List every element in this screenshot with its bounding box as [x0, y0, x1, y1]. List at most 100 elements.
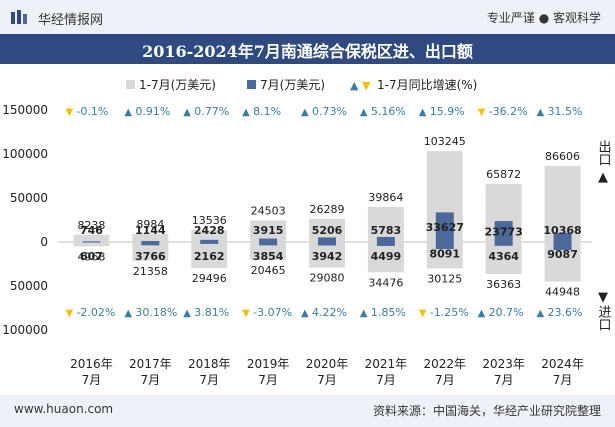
- top-bar: [0, 0, 615, 34]
- export-month-label: 2428: [194, 224, 225, 237]
- growth-up-icon: ▲: [124, 308, 132, 319]
- import-ytd-label: 21358: [133, 265, 168, 278]
- export-month-bar: [82, 241, 101, 242]
- legend-month-swatch: [247, 80, 256, 89]
- import-ytd-bar: [309, 242, 345, 268]
- import-ytd-bar: [132, 242, 169, 261]
- import-month-label: 4364: [488, 250, 519, 263]
- growth-up-icon: ▲: [419, 107, 427, 118]
- export-ytd-label: 24503: [251, 204, 286, 217]
- import-growth-label: 20.7%: [489, 306, 524, 319]
- import-growth-label: -1.25%: [430, 306, 469, 319]
- export-ytd-bar: [191, 230, 228, 242]
- import-month-bar: [259, 242, 278, 246]
- import-label-text: 进口: [595, 305, 611, 331]
- import-month-label: 3854: [253, 250, 284, 263]
- import-growth-label: 4.22%: [312, 306, 347, 319]
- import-ytd-label: 36363: [486, 278, 521, 291]
- export-ytd-label: 39864: [368, 191, 403, 204]
- import-growth-label: 30.18%: [135, 306, 177, 319]
- export-month-bar: [259, 238, 278, 242]
- export-month-label: 746: [80, 224, 103, 237]
- import-month-label: 2162: [194, 250, 225, 263]
- export-ytd-bar: [73, 234, 110, 242]
- x-tick-label: 2024年: [541, 357, 584, 371]
- export-month-bar: [200, 239, 219, 242]
- import-month-label: 8091: [429, 248, 460, 261]
- x-tick-label: 7月: [494, 373, 514, 387]
- import-month-bar: [376, 242, 395, 246]
- export-ytd-bar: [309, 218, 345, 242]
- export-ytd-bar: [132, 234, 169, 242]
- growth-up-icon: ▲: [360, 308, 368, 319]
- export-growth-label: 15.9%: [430, 105, 465, 118]
- growth-up-icon: ▲: [242, 107, 250, 118]
- x-tick-label: 2016年: [70, 357, 113, 371]
- export-growth-label: 0.77%: [194, 105, 229, 118]
- growth-up-icon: ▲: [301, 107, 309, 118]
- export-growth-label: -36.2%: [489, 105, 528, 118]
- export-growth-label: 8.1%: [253, 105, 281, 118]
- export-ytd-label: 65872: [486, 168, 521, 181]
- import-ytd-bar: [367, 242, 404, 273]
- legend-growth-label: 1-7月同比增速(%): [377, 78, 477, 92]
- import-growth-label: -2.02%: [76, 306, 115, 319]
- import-month-label: 3942: [312, 250, 343, 263]
- export-side-label: 出口 ▲: [595, 140, 611, 185]
- legend-down-icon: ▼: [362, 79, 371, 92]
- import-ytd-bar: [191, 242, 228, 268]
- bars-layer: [73, 151, 581, 282]
- site-url[interactable]: www.huaon.com: [14, 402, 114, 416]
- export-month-bar: [141, 240, 160, 242]
- export-ytd-label: 8984: [136, 218, 164, 231]
- import-month-bar: [318, 242, 336, 246]
- export-ytd-bar: [250, 220, 287, 242]
- import-ytd-bar: [73, 242, 110, 247]
- export-month-label: 33627: [426, 221, 464, 234]
- export-month-label: 1144: [135, 224, 166, 237]
- export-month-bar: [318, 237, 336, 242]
- x-axis: 2016年 7月 2017年 7月 2018年 7月 2019年 7月 2020年 7月 2021年…: [70, 357, 584, 387]
- growth-up-icon: ▲: [124, 107, 132, 118]
- import-ytd-label: 29496: [192, 272, 227, 285]
- import-ytd-label: 44948: [545, 286, 580, 299]
- legend-month-label: 7月(万美元): [260, 78, 325, 92]
- growth-down-icon: ▼: [65, 107, 73, 118]
- export-ytd-label: 103245: [424, 135, 466, 148]
- x-tick-label: 7月: [317, 373, 337, 387]
- import-month-label: 4499: [371, 250, 402, 263]
- import-ytd-label: 34476: [368, 276, 403, 289]
- x-tick-label: 7月: [82, 373, 102, 387]
- import-month-bar: [141, 242, 160, 246]
- chart: 1-7月(万美元) 7月(万美元) ▲ ▼ 1-7月同比增速(%) 1500001000…: [2, 78, 592, 387]
- import-ytd-bar: [485, 242, 522, 274]
- y-tick-label: 50000: [10, 279, 48, 293]
- export-ytd-label: 86606: [545, 150, 580, 163]
- export-growth-label: 0.73%: [312, 105, 347, 118]
- growth-up-icon: ▲: [360, 107, 368, 118]
- y-tick-label: 100000: [2, 147, 48, 161]
- growth-up-icon: ▲: [183, 308, 191, 319]
- import-growth-label: 1.85%: [371, 306, 406, 319]
- x-tick-label: 7月: [376, 373, 396, 387]
- export-month-bar: [376, 236, 395, 242]
- import-month-bar: [494, 242, 513, 246]
- import-month-bar: [82, 242, 101, 243]
- import-side-label: ▼ 进口: [595, 290, 611, 335]
- import-ytd-bar: [250, 242, 287, 261]
- import-ytd-label: 20465: [251, 264, 286, 277]
- x-tick-label: 2019年: [247, 357, 290, 371]
- growth-up-icon: ▲: [301, 308, 309, 319]
- x-tick-label: 7月: [435, 373, 455, 387]
- x-tick-label: 2023年: [482, 357, 525, 371]
- import-month-bar: [553, 242, 572, 250]
- import-growth-label: -3.07%: [253, 306, 292, 319]
- down-arrow-icon: ▼: [598, 290, 608, 305]
- import-growth-label: 3.81%: [194, 306, 229, 319]
- export-ytd-label: 26289: [310, 203, 345, 216]
- import-ytd-label: 4968: [77, 250, 105, 263]
- footer-bar: [0, 395, 615, 427]
- export-month-label: 5783: [371, 224, 402, 237]
- x-tick-label: 7月: [258, 373, 278, 387]
- legend-up-icon: ▲: [350, 79, 359, 92]
